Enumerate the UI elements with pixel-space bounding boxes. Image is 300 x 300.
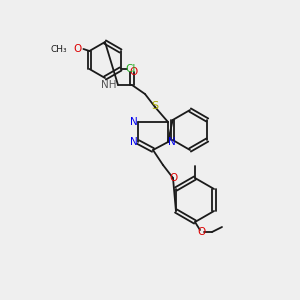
Text: O: O <box>198 227 206 237</box>
Text: O: O <box>169 173 177 183</box>
Text: N: N <box>168 137 176 147</box>
Text: N: N <box>130 137 138 147</box>
Text: CH₃: CH₃ <box>51 44 68 53</box>
Text: Cl: Cl <box>125 64 136 74</box>
Text: O: O <box>73 44 82 54</box>
Text: O: O <box>130 67 138 77</box>
Text: S: S <box>152 101 159 111</box>
Text: NH: NH <box>101 80 117 90</box>
Text: N: N <box>130 117 138 127</box>
